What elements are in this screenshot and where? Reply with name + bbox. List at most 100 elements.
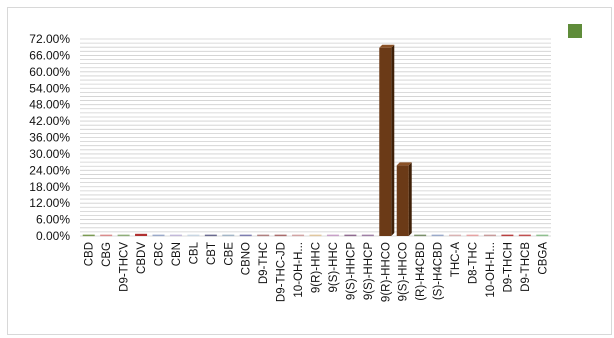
bar-face	[239, 234, 252, 237]
y-tick-label: 72.00%	[29, 32, 70, 46]
bar-face	[466, 234, 479, 237]
bar	[152, 234, 165, 237]
bar	[204, 234, 217, 237]
bar	[82, 234, 95, 237]
bar	[309, 234, 322, 237]
bar-face	[518, 234, 531, 237]
bar-face	[187, 234, 200, 237]
y-tick-label: 6.00%	[36, 213, 70, 227]
x-tick-label: 9(S)-HHC	[328, 242, 340, 292]
bar	[483, 234, 496, 237]
x-tick-label: CBE	[223, 242, 235, 266]
bar-face	[396, 165, 409, 236]
y-tick-label: 30.00%	[29, 147, 70, 161]
bars	[82, 44, 549, 237]
bar	[431, 234, 444, 237]
x-tick-label: D9-THCB	[520, 242, 532, 292]
x-tick-label: 9(R)-HHC	[311, 242, 323, 293]
bar-face	[431, 234, 444, 237]
bar	[187, 234, 200, 237]
x-tick-label: CBG	[101, 242, 113, 267]
bar-face	[501, 234, 514, 237]
bar-face	[169, 234, 182, 237]
bar-face	[344, 234, 357, 237]
bar-face	[152, 234, 165, 237]
bar-face	[82, 234, 95, 237]
bar-face	[326, 234, 339, 237]
x-tick-label: CBGA	[537, 242, 549, 275]
x-tick-label: (R)-H4CBD	[415, 242, 427, 301]
x-tick-label: 10-OH-H...	[485, 242, 497, 298]
bar	[274, 234, 287, 237]
x-tick-label: CBNO	[241, 242, 253, 275]
y-tick-label: 54.00%	[29, 81, 70, 95]
bar-face	[309, 234, 322, 237]
bar	[501, 234, 514, 237]
x-tick-label: CBT	[206, 242, 218, 265]
bar	[414, 234, 427, 237]
x-tick-label: CBN	[171, 242, 183, 266]
x-tick-label: CBL	[188, 241, 200, 264]
y-tick-label: 60.00%	[29, 65, 70, 79]
bar	[518, 234, 531, 237]
bar-face	[414, 234, 427, 237]
bar-side	[408, 162, 412, 236]
bar	[466, 234, 479, 237]
x-axis-ticks: CBD CBG D9-THCV CBDV CBC CBN CBL CBT CBE CBNO D9-T…	[84, 241, 550, 302]
y-tick-label: 66.00%	[29, 48, 70, 62]
bar	[344, 234, 357, 237]
y-tick-label: 48.00%	[29, 98, 70, 112]
chart-frame	[7, 7, 612, 335]
bar-face	[449, 234, 462, 237]
bar	[292, 234, 305, 237]
bar-face	[204, 234, 217, 237]
grid-lines	[80, 38, 551, 237]
bar-face	[135, 233, 148, 236]
bar	[117, 234, 130, 237]
bar-face	[117, 234, 130, 237]
bar-face	[379, 47, 392, 236]
x-tick-label: D9-THCV	[119, 242, 131, 292]
bar	[396, 162, 412, 236]
x-tick-label: CBD	[84, 242, 96, 266]
bar	[135, 233, 148, 236]
x-tick-label: 10-OH-H...	[293, 242, 305, 298]
x-tick-label: THC-A	[450, 242, 462, 277]
bar-face	[536, 234, 549, 237]
bar-face	[100, 234, 113, 237]
bar	[239, 234, 252, 237]
x-tick-label: 9(S)-HHCP	[345, 242, 357, 300]
x-tick-label: 9(S)-HHCP	[363, 242, 375, 300]
bar	[379, 44, 395, 236]
bar-side	[391, 44, 395, 236]
bar	[536, 234, 549, 237]
x-tick-label: D8-THC	[468, 242, 480, 284]
x-tick-label: CBC	[154, 242, 166, 266]
x-tick-label: 9(R)-HHCO	[380, 242, 392, 302]
bar	[361, 234, 374, 237]
bar-face	[361, 234, 374, 237]
y-axis-ticks: 72.00% 66.00% 60.00% 54.00% 48.00% 42.00% 36.0…	[29, 32, 70, 243]
bar-face	[483, 234, 496, 237]
legend-swatch	[568, 24, 582, 38]
x-tick-label: D9-THC-JD	[276, 242, 288, 302]
y-tick-label: 18.00%	[29, 180, 70, 194]
bar	[326, 234, 339, 237]
bar-top	[396, 162, 412, 166]
bar-face	[257, 234, 270, 237]
x-tick-label: D9-THC	[258, 242, 270, 284]
y-tick-label: 0.00%	[36, 229, 70, 243]
bar-face	[274, 234, 287, 237]
x-tick-label: D9-THCH	[502, 242, 514, 292]
bar-top	[379, 44, 395, 48]
bar	[449, 234, 462, 237]
bar-face	[222, 234, 235, 237]
x-tick-label: CBDV	[136, 242, 148, 274]
bar	[257, 234, 270, 237]
bar	[100, 234, 113, 237]
bar	[169, 234, 182, 237]
y-tick-label: 24.00%	[29, 163, 70, 177]
x-tick-label: 9(S)-HHCO	[398, 242, 410, 301]
y-tick-label: 12.00%	[29, 196, 70, 210]
